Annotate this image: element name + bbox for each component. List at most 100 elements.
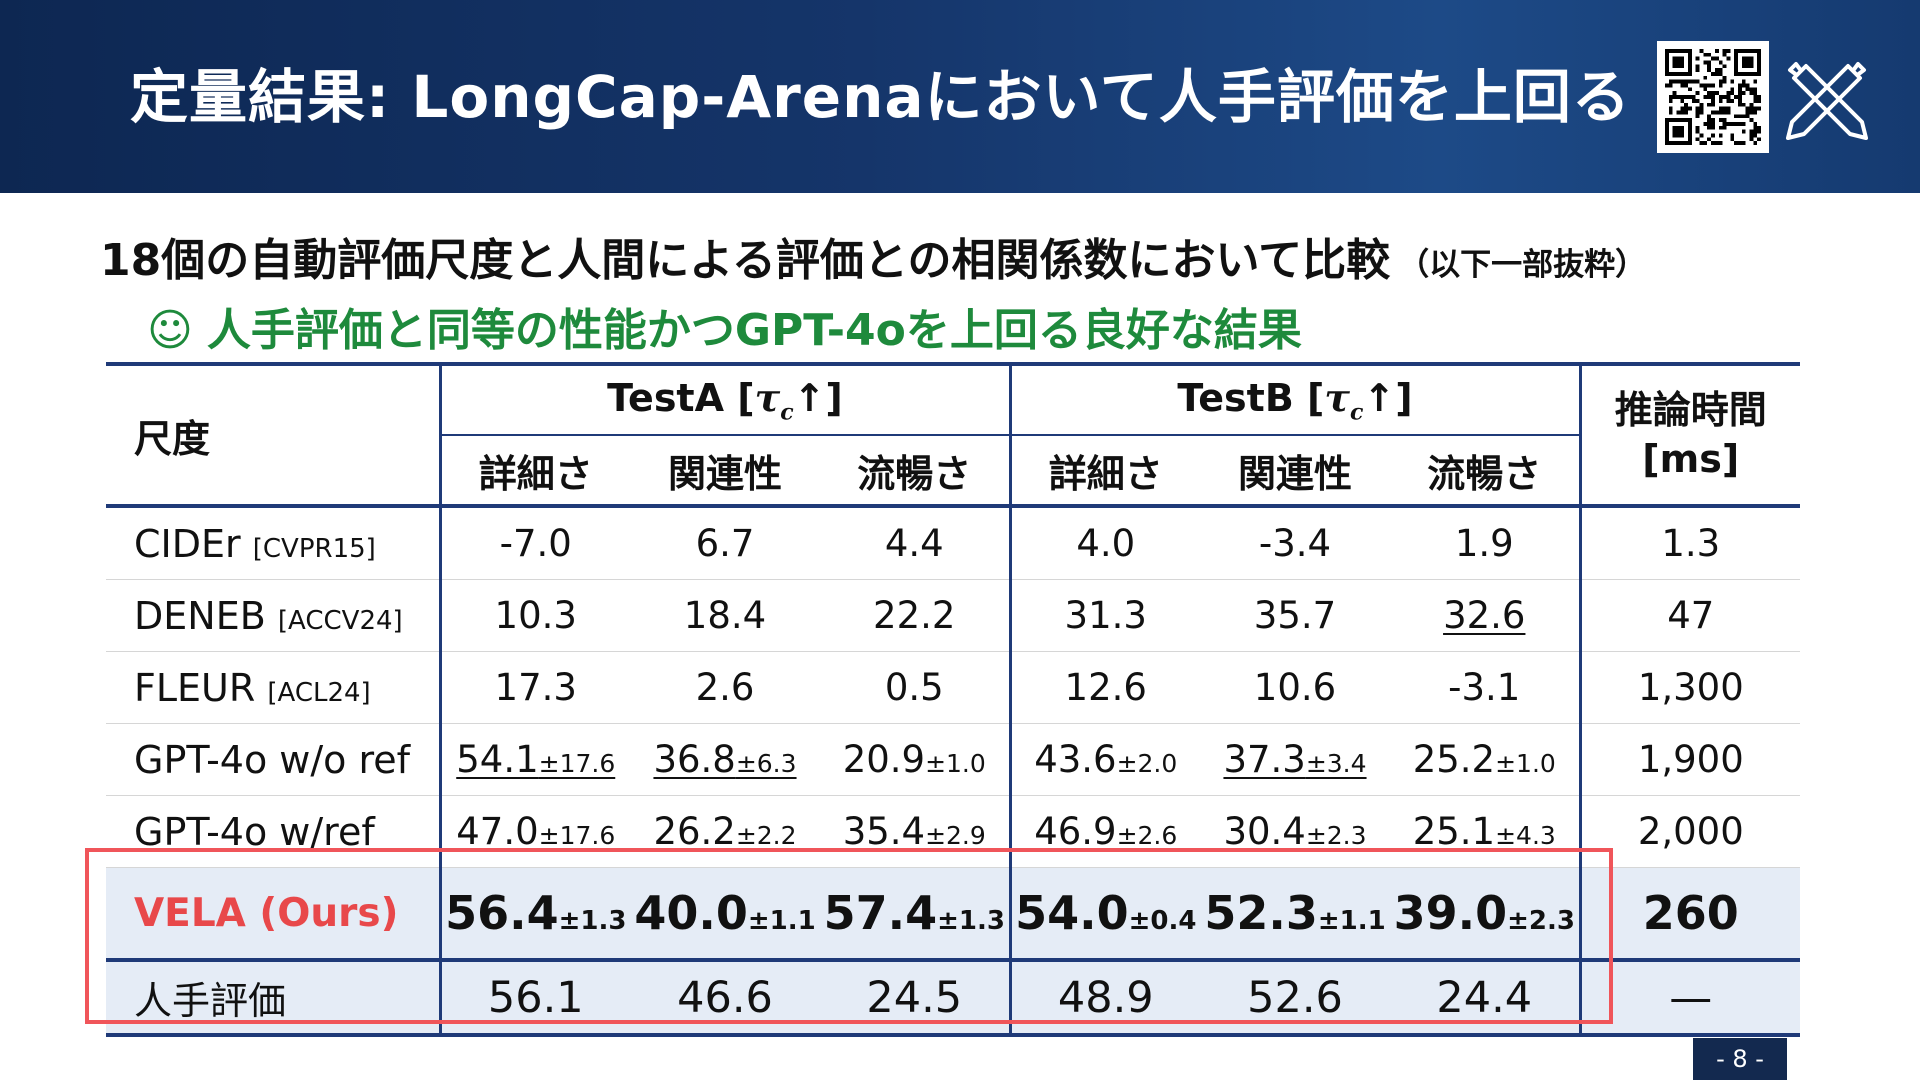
cell-value: 22.2	[873, 594, 956, 637]
std-dev: ±2.2	[735, 821, 797, 850]
value-cell: 6.7	[630, 506, 820, 580]
std-dev: ±2.3	[1507, 906, 1575, 936]
qr-code-icon	[1657, 41, 1769, 153]
std-dev: ±4.3	[1495, 821, 1556, 850]
cell-value: 52.3	[1204, 886, 1318, 940]
cell-value: 30.4	[1223, 810, 1306, 853]
value-cell: 37.3±3.4	[1200, 723, 1390, 796]
value-cell: 26.2±2.2	[630, 795, 820, 868]
metric-name: CIDEr	[134, 521, 241, 566]
cell-value: 25.2	[1412, 738, 1496, 781]
value-cell: -3.1	[1390, 651, 1581, 724]
cell-value: 56.1	[487, 972, 584, 1023]
value-cell: 40.0±1.1	[630, 867, 820, 962]
subheader-cell: 関連性	[630, 435, 820, 508]
cell-value: 6.7	[695, 522, 755, 565]
metric-name-cell: DENEB [ACCV24]	[106, 579, 442, 652]
std-dev: ±6.3	[735, 749, 797, 778]
title-bar: 定量結果: LongCap-Arenaにおいて人手評価を上回る	[0, 0, 1920, 193]
value-cell: 18.4	[630, 579, 820, 652]
cell-value: 20.9	[842, 738, 926, 781]
std-dev: ±2.6	[1116, 821, 1178, 850]
subtitle: 18個の自動評価尺度と人間による評価との相関係数において比較 （以下一部抜粋）	[100, 224, 1646, 288]
value-cell: 32.6	[1390, 579, 1581, 652]
value-cell: 54.0±0.4	[1010, 867, 1200, 962]
metric-header: 尺度	[106, 362, 442, 508]
tau-symbol: τc	[755, 375, 794, 426]
value-cell: 4.0	[1010, 506, 1200, 580]
metric-name: FLEUR	[134, 665, 256, 710]
cell-value: 26.2	[653, 810, 736, 853]
value-cell: 10.3	[440, 579, 630, 652]
subheader-cell: 関連性	[1200, 435, 1390, 508]
table-row: VELA (Ours) 56.4±1.3 40.0±1.1 57.4±1.3 54.0±…	[106, 867, 1801, 962]
tau-char: τ	[1324, 374, 1350, 420]
value-cell: 2.6	[630, 651, 820, 724]
cell-value: 17.3	[494, 666, 577, 709]
tau-subscript: c	[1349, 399, 1364, 426]
value-cell: 52.3±1.1	[1200, 867, 1390, 962]
testA-header: TestA [τc↑]	[440, 362, 1012, 436]
value-cell: 1.9	[1390, 506, 1581, 580]
std-dev: ±17.6	[538, 749, 616, 778]
metric-name: DENEB	[134, 593, 266, 638]
inference-time-cell: —	[1578, 960, 1801, 1037]
inference-time-cell: 260	[1578, 867, 1801, 962]
value-cell: 12.6	[1010, 651, 1200, 724]
metric-name-cell: CIDEr [CVPR15]	[106, 506, 442, 580]
std-dev: ±0.4	[1128, 906, 1197, 936]
value-cell: 46.6	[630, 960, 820, 1037]
tau-symbol: τc	[1324, 374, 1363, 426]
cell-value: 52.6	[1247, 972, 1343, 1023]
time-header: 推論時間 [ms]	[1578, 362, 1801, 508]
value-cell: -7.0	[440, 506, 630, 580]
testB-label: TestB [	[1177, 375, 1325, 420]
subheader-cell: 流暢さ	[820, 435, 1012, 508]
value-cell: 56.1	[440, 960, 630, 1037]
header-row-2: 詳細さ 関連性 流暢さ 詳細さ 関連性 流暢さ	[106, 435, 1800, 508]
std-dev: ±1.0	[925, 749, 986, 778]
table-row: CIDEr [CVPR15] -7.0 6.7 4.4 4.0 -3.4 1.9 1.3	[106, 506, 1801, 580]
std-dev: ±1.3	[558, 906, 627, 936]
value-cell: 48.9	[1010, 960, 1200, 1037]
cell-value: 48.9	[1057, 972, 1154, 1023]
highlight-text: 人手評価と同等の性能かつGPT-4oを上回る良好な結果	[206, 305, 1302, 356]
value-cell: 36.8±6.3	[630, 723, 820, 796]
arrow-suffix: ↑]	[1363, 375, 1413, 420]
cell-value: 39.0	[1393, 886, 1508, 940]
time-header-line2: [ms]	[1642, 437, 1740, 481]
cell-value: 25.1	[1412, 810, 1496, 853]
subheader-cell: 詳細さ	[1010, 435, 1200, 508]
value-cell: 47.0±17.6	[440, 795, 630, 868]
value-cell: 46.9±2.6	[1010, 795, 1200, 868]
cell-value: 10.6	[1253, 666, 1337, 709]
value-cell: 54.1±17.6	[440, 723, 630, 796]
std-dev: ±1.3	[937, 906, 1005, 936]
cell-value: -3.1	[1448, 666, 1521, 709]
value-cell: 52.6	[1200, 960, 1390, 1037]
std-dev: ±17.6	[538, 821, 616, 850]
tau-subscript: c	[780, 399, 794, 426]
value-cell: 0.5	[820, 651, 1012, 724]
cell-value: 31.3	[1064, 594, 1147, 637]
std-dev: ±2.9	[925, 821, 986, 850]
cell-value: 4.0	[1076, 522, 1136, 565]
cell-value: 54.1	[456, 738, 539, 781]
cell-value: 24.4	[1436, 972, 1533, 1023]
cell-value: 10.3	[494, 594, 577, 637]
cell-value: 24.5	[866, 972, 963, 1023]
subtitle-text: 18個の自動評価尺度と人間による評価との相関係数において比較	[100, 235, 1391, 286]
metric-name-cell: GPT-4o w/ref	[106, 795, 442, 868]
cell-value: 36.8	[653, 738, 736, 781]
value-cell: -3.4	[1200, 506, 1390, 580]
std-dev: ±1.1	[747, 906, 816, 936]
value-cell: 35.4±2.9	[820, 795, 1012, 868]
cell-value: 35.4	[842, 810, 926, 853]
results-table: 尺度 TestA [τc↑] TestB [τc↑] 推論時間 [ms] 詳細さ…	[106, 362, 1801, 1037]
metric-name-cell: GPT-4o w/o ref	[106, 723, 442, 796]
subtitle-note: （以下一部抜粋）	[1398, 247, 1647, 283]
cell-value: 0.5	[884, 666, 944, 709]
page-number: - 8 -	[1693, 1038, 1787, 1080]
cell-value: 12.6	[1064, 666, 1147, 709]
table-row: FLEUR [ACL24] 17.3 2.6 0.5 12.6 10.6 -3.1 1,300	[106, 651, 1801, 724]
